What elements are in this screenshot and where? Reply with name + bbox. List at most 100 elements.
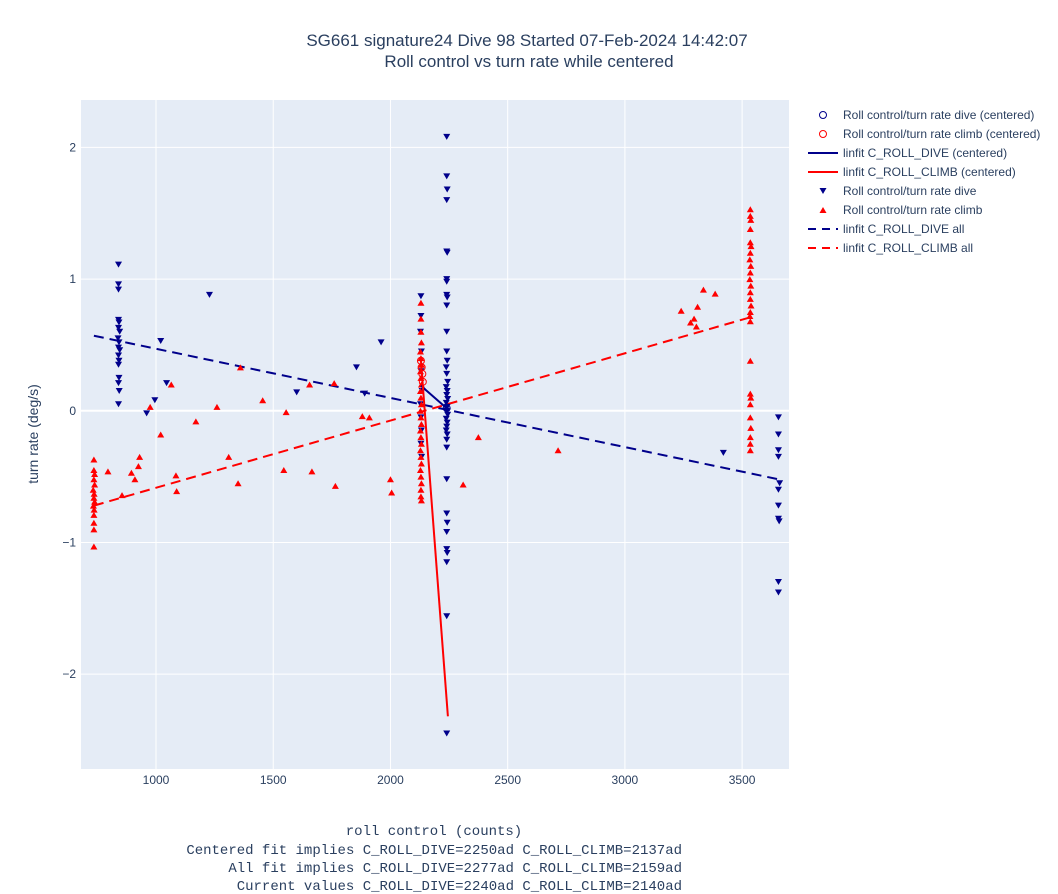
- x-axis-label: roll control (counts): [346, 824, 522, 840]
- data-point: [443, 550, 451, 557]
- legend-marker-icon: [819, 207, 827, 213]
- data-point: [443, 357, 451, 364]
- data-point: [747, 302, 755, 309]
- legend-item[interactable]: linfit C_ROLL_DIVE (centered): [808, 146, 1007, 160]
- data-point: [443, 436, 451, 443]
- series-2: [420, 385, 451, 412]
- legend-item[interactable]: Roll control/turn rate climb: [819, 203, 983, 217]
- data-point: [90, 526, 98, 533]
- data-point: [282, 409, 290, 416]
- data-point: [459, 481, 467, 488]
- data-point: [416, 467, 424, 474]
- data-point: [192, 418, 200, 425]
- data-point: [90, 456, 98, 463]
- data-point: [234, 480, 242, 487]
- x-axis-note-centered-fit: Centered fit implies C_ROLL_DIVE=2250ad …: [186, 843, 682, 859]
- data-point: [444, 378, 452, 385]
- legend-item[interactable]: linfit C_ROLL_CLIMB (centered): [808, 165, 1016, 179]
- data-point: [118, 492, 126, 499]
- data-point: [115, 286, 123, 293]
- data-point: [554, 447, 562, 454]
- legend-item[interactable]: Roll control/turn rate dive: [819, 184, 977, 198]
- data-point: [474, 434, 482, 441]
- data-point: [90, 543, 98, 550]
- data-point: [417, 493, 425, 500]
- data-point: [115, 357, 123, 364]
- data-point: [131, 476, 139, 483]
- data-point: [746, 276, 754, 283]
- data-point: [157, 431, 165, 438]
- legend-item[interactable]: Roll control/turn rate dive (centered): [819, 108, 1035, 122]
- data-point: [687, 319, 695, 326]
- data-point: [699, 286, 707, 293]
- data-point: [90, 494, 98, 501]
- data-point: [90, 490, 98, 497]
- data-point: [213, 403, 221, 410]
- legend-item[interactable]: linfit C_ROLL_DIVE all: [808, 222, 964, 236]
- data-point: [774, 414, 782, 421]
- data-point: [443, 444, 451, 451]
- data-point: [719, 449, 727, 456]
- data-point: [774, 447, 782, 454]
- legend-label: Roll control/turn rate climb: [843, 203, 983, 217]
- legend-item[interactable]: Roll control/turn rate climb (centered): [819, 127, 1041, 141]
- data-point: [747, 282, 755, 289]
- data-point: [89, 486, 97, 493]
- legend-item[interactable]: linfit C_ROLL_CLIMB all: [808, 241, 973, 255]
- data-point: [746, 226, 754, 233]
- data-point: [444, 395, 452, 402]
- data-point: [747, 216, 755, 223]
- plot-area: [81, 100, 789, 769]
- data-point: [746, 295, 754, 302]
- data-point: [746, 434, 754, 441]
- data-point: [127, 469, 135, 476]
- data-point: [225, 453, 233, 460]
- data-point: [417, 453, 425, 460]
- data-point: [417, 473, 425, 480]
- data-point: [774, 486, 782, 493]
- data-point: [417, 293, 425, 300]
- data-point: [115, 319, 123, 326]
- data-point: [365, 414, 373, 421]
- data-point: [115, 352, 123, 359]
- data-point: [151, 397, 159, 404]
- data-point: [443, 302, 451, 309]
- legend-marker-icon: [819, 188, 827, 194]
- data-point: [104, 468, 112, 475]
- data-point: [115, 261, 123, 268]
- data-point: [115, 361, 123, 368]
- data-point: [146, 403, 154, 410]
- data-point: [308, 468, 316, 475]
- data-point: [690, 315, 698, 322]
- legend-label: Roll control/turn rate dive: [843, 184, 977, 198]
- y-axis-label: turn rate (deg/s): [25, 384, 41, 484]
- data-point: [443, 510, 451, 517]
- data-point: [417, 401, 425, 408]
- data-series: [89, 133, 784, 737]
- y-tick-label: 0: [69, 404, 76, 418]
- data-point: [173, 488, 181, 495]
- data-point: [417, 440, 425, 447]
- data-point: [115, 339, 123, 346]
- data-point: [115, 401, 123, 408]
- x-axis-note-all-fit: All fit implies C_ROLL_DIVE=2277ad C_ROL…: [228, 861, 682, 877]
- data-point: [331, 482, 339, 489]
- data-point: [361, 390, 369, 397]
- data-point: [416, 388, 424, 395]
- data-point: [416, 348, 424, 355]
- data-point: [746, 212, 754, 219]
- data-point: [774, 431, 782, 438]
- data-point: [443, 423, 451, 430]
- series-5: [89, 206, 755, 550]
- data-point: [259, 397, 267, 404]
- data-point: [293, 389, 301, 396]
- y-tick-label: −1: [62, 535, 76, 549]
- chart-title: SG661 signature24 Dive 98 Started 07-Feb…: [306, 31, 747, 50]
- data-point: [442, 384, 450, 391]
- data-point: [417, 480, 425, 487]
- legend[interactable]: Roll control/turn rate dive (centered) Ro…: [808, 108, 1040, 255]
- data-point: [236, 364, 244, 371]
- x-axis-ticks: 1000 1500 2000 2500 3000 3500: [143, 773, 756, 787]
- data-point: [747, 394, 755, 401]
- data-point: [443, 559, 451, 566]
